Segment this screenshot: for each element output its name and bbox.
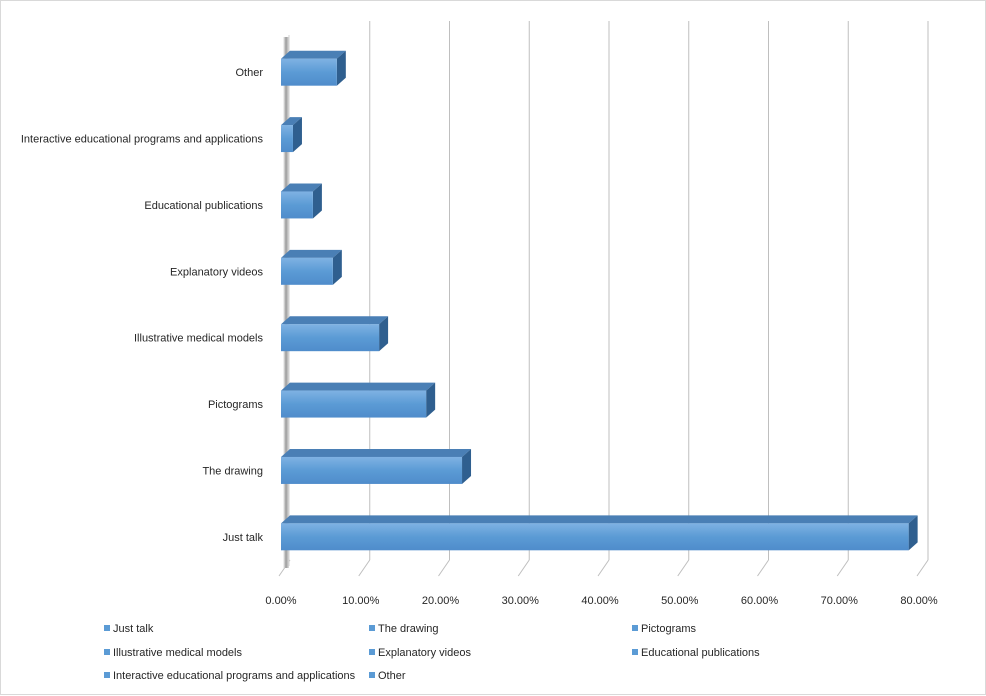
bar-side-face bbox=[426, 382, 436, 418]
bar-top-face bbox=[281, 448, 472, 457]
x-tick-label: 0.00% bbox=[265, 595, 296, 607]
bar-front-face bbox=[281, 257, 333, 285]
legend-label: Explanatory videos bbox=[378, 647, 471, 659]
bar-top-face bbox=[281, 183, 322, 192]
bar-front-face bbox=[281, 58, 337, 86]
bar-front-face bbox=[281, 456, 463, 484]
legend-item-just-talk: Just talk bbox=[104, 623, 154, 635]
bar-side-face bbox=[336, 50, 346, 86]
legend-label: Interactive educational programs and app… bbox=[113, 670, 356, 682]
category-label: Educational publications bbox=[144, 200, 263, 212]
bar-top-face bbox=[281, 382, 436, 391]
bar-top-face bbox=[281, 515, 918, 524]
legend-item-other: Other bbox=[369, 670, 406, 682]
bar-top-face bbox=[281, 316, 389, 325]
bar-explanatory-videos bbox=[281, 249, 342, 285]
bar-the-drawing bbox=[281, 448, 472, 484]
legend-item-pictograms: Pictograms bbox=[632, 623, 697, 635]
side-wall bbox=[283, 37, 289, 568]
legend-label: The drawing bbox=[378, 623, 439, 635]
bar-side-face bbox=[292, 117, 302, 153]
legend-label: Just talk bbox=[113, 623, 154, 635]
x-tick-label: 70.00% bbox=[821, 595, 859, 607]
x-tick-label: 30.00% bbox=[502, 595, 540, 607]
legend-swatch bbox=[632, 625, 638, 631]
legend-swatch bbox=[369, 625, 375, 631]
bar-top-face bbox=[281, 249, 342, 258]
legend-item-the-drawing: The drawing bbox=[369, 623, 439, 635]
gridline-floor bbox=[836, 559, 849, 577]
bar-top-face bbox=[281, 117, 302, 126]
bar-front-face bbox=[281, 324, 380, 352]
legend-label: Other bbox=[378, 670, 406, 682]
legend-label: Educational publications bbox=[641, 647, 760, 659]
bar-other bbox=[281, 50, 346, 86]
legend-swatch bbox=[104, 672, 110, 678]
legend-swatch bbox=[104, 649, 110, 655]
legend-swatch bbox=[104, 625, 110, 631]
legend-swatch bbox=[632, 649, 638, 655]
bar-side-face bbox=[312, 183, 322, 219]
gridline-floor bbox=[916, 559, 929, 577]
bar-side-face bbox=[332, 249, 342, 285]
gridline-floor bbox=[597, 559, 610, 577]
legend-label: Pictograms bbox=[641, 623, 697, 635]
gridline-floor bbox=[757, 559, 769, 577]
bar-just-talk bbox=[281, 515, 918, 551]
bar-side-face bbox=[462, 448, 472, 484]
bar-side-face bbox=[379, 316, 389, 352]
bar-illustrative-medical-models bbox=[281, 316, 389, 352]
bar-front-face bbox=[281, 191, 313, 219]
bar-interactive-educational-programs-and-applications bbox=[281, 117, 302, 153]
bar-pictograms bbox=[281, 382, 436, 418]
legend-swatch bbox=[369, 649, 375, 655]
gridline-floor bbox=[438, 559, 450, 577]
bar-front-face bbox=[281, 390, 427, 418]
x-tick-label: 60.00% bbox=[741, 595, 779, 607]
gridline-floor bbox=[358, 559, 371, 577]
x-tick-label: 80.00% bbox=[900, 595, 938, 607]
bar-front-face bbox=[281, 125, 293, 153]
category-label: Interactive educational programs and app… bbox=[21, 134, 264, 146]
bar-top-face bbox=[281, 50, 346, 59]
gridline-floor bbox=[517, 559, 530, 577]
category-label: Explanatory videos bbox=[170, 266, 263, 278]
legend-item-interactive-educational-programs-and-applications: Interactive educational programs and app… bbox=[104, 670, 356, 682]
category-label: Other bbox=[235, 67, 263, 79]
bar-front-face bbox=[281, 523, 909, 551]
x-tick-label: 10.00% bbox=[342, 595, 380, 607]
bar-educational-publications bbox=[281, 183, 322, 219]
legend-item-illustrative-medical-models: Illustrative medical models bbox=[104, 647, 242, 659]
legend-label: Illustrative medical models bbox=[113, 647, 242, 659]
gridline-floor bbox=[677, 559, 690, 577]
x-tick-label: 40.00% bbox=[581, 595, 619, 607]
category-label: Illustrative medical models bbox=[134, 333, 263, 345]
x-tick-label: 20.00% bbox=[422, 595, 460, 607]
legend-item-explanatory-videos: Explanatory videos bbox=[369, 647, 471, 659]
bar-side-face bbox=[908, 515, 918, 551]
legend-item-educational-publications: Educational publications bbox=[632, 647, 760, 659]
category-label: The drawing bbox=[202, 465, 263, 477]
category-label: Just talk bbox=[223, 532, 264, 544]
category-label: Pictograms bbox=[208, 399, 264, 411]
x-tick-label: 50.00% bbox=[661, 595, 699, 607]
legend-swatch bbox=[369, 672, 375, 678]
